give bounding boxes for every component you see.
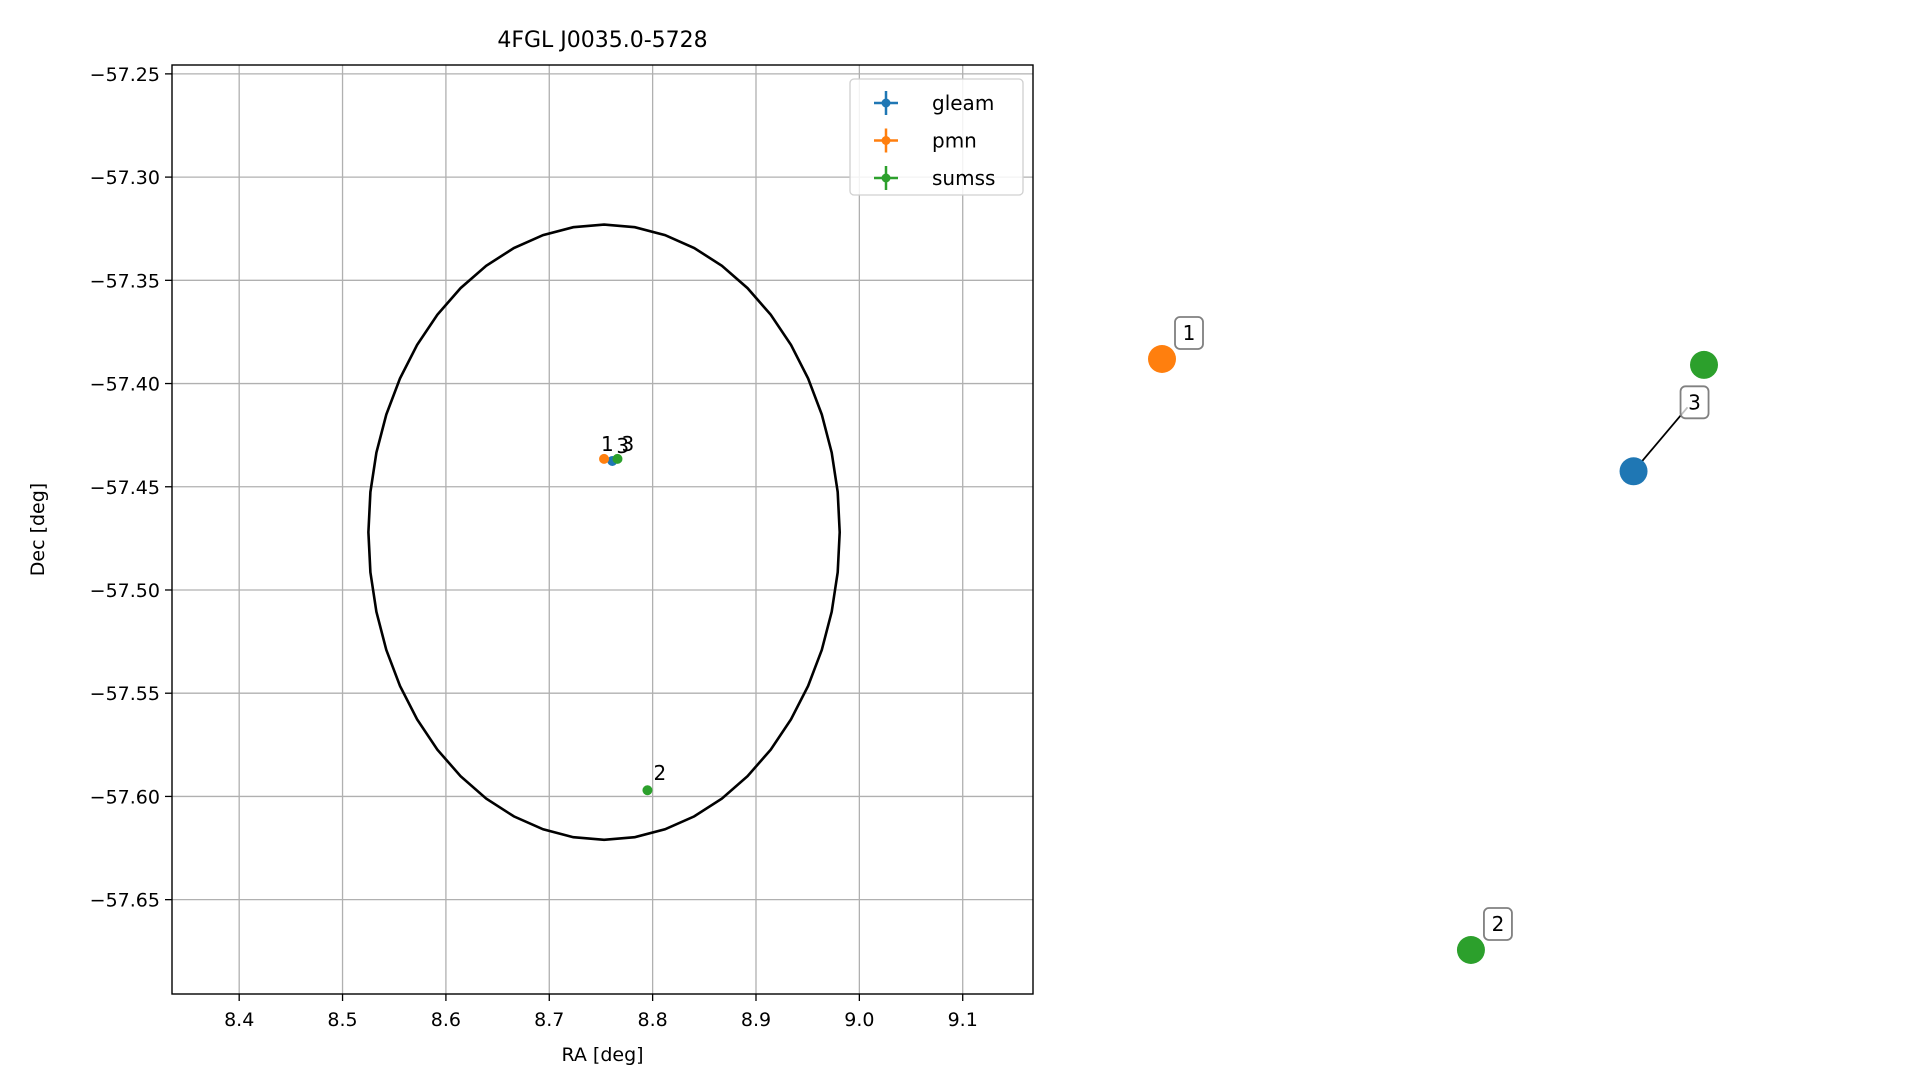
map-source-point <box>1690 350 1718 379</box>
point-label: 1 <box>601 432 614 456</box>
source-point-sumss <box>642 785 653 796</box>
map-label-text: 2 <box>1492 912 1505 936</box>
map-source-point <box>1619 457 1648 486</box>
point-label: 3 <box>621 432 634 456</box>
legend: gleam pmn sumss <box>849 78 1024 196</box>
source-map-panel: 1 2 3 <box>1148 316 1718 964</box>
source-point-pmn <box>599 453 610 464</box>
y-axis-label: Dec [deg] <box>27 483 49 576</box>
x-tick-label: 8.4 <box>224 1009 254 1031</box>
x-tick-label: 9.0 <box>844 1009 874 1031</box>
y-tick-label: −57.30 <box>90 167 160 189</box>
source-point-sumss <box>612 453 623 464</box>
x-tick-label: 8.9 <box>741 1009 771 1031</box>
legend-marker-dot <box>881 173 891 183</box>
y-tick-label: −57.65 <box>90 890 160 912</box>
chart-title: 4FGL J0035.0-5728 <box>497 28 707 53</box>
map-label-3: 3 <box>1679 385 1710 420</box>
sky-chart-panel: 4FGL J0035.0-5728 8.4 8.5 8.6 8.7 8.8 8.9 9.0 9… <box>27 28 1034 1066</box>
legend-entry-sumss: sumss <box>874 166 995 190</box>
legend-label: gleam <box>932 91 994 115</box>
map-label-text: 1 <box>1183 321 1196 345</box>
point-label: 3 <box>616 434 629 458</box>
x-tick-label: 8.7 <box>534 1009 564 1031</box>
map-label-box <box>1483 907 1513 941</box>
x-tick-label: 8.6 <box>431 1009 461 1031</box>
point-label: 2 <box>653 761 666 785</box>
map-label-box <box>1174 316 1204 350</box>
x-axis-label: RA [deg] <box>561 1044 643 1066</box>
y-tick-label: −57.25 <box>90 64 160 86</box>
axes-frame <box>171 64 1034 995</box>
legend-marker-dot <box>881 136 891 145</box>
x-tick-label: 8.8 <box>638 1009 668 1031</box>
legend-label: sumss <box>932 166 995 190</box>
grid-lines <box>172 65 1033 994</box>
map-label-2: 2 <box>1483 907 1513 941</box>
localization-ellipse <box>367 223 842 842</box>
y-tick-label: −57.55 <box>90 683 160 705</box>
y-tick-label: −57.40 <box>90 374 160 396</box>
legend-label: pmn <box>932 129 977 153</box>
map-source-point <box>1456 936 1485 964</box>
legend-box <box>849 78 1024 196</box>
map-label-1: 1 <box>1174 316 1204 350</box>
map-label-text: 3 <box>1688 390 1701 414</box>
x-tick-label: 9.1 <box>948 1009 978 1031</box>
x-tick-label: 8.5 <box>327 1009 357 1031</box>
legend-marker-dot <box>881 98 891 108</box>
y-axis-ticks: −57.25 −57.30 −57.35 −57.40 −57.45 −57.50 −57.… <box>90 64 172 912</box>
legend-entry-gleam: gleam <box>874 91 994 115</box>
y-tick-label: −57.45 <box>90 477 160 499</box>
map-label-box <box>1679 385 1710 420</box>
y-tick-label: −57.35 <box>90 270 160 292</box>
y-tick-label: −57.60 <box>90 786 160 808</box>
legend-entry-pmn: pmn <box>874 128 977 153</box>
y-tick-label: −57.50 <box>90 580 160 602</box>
x-axis-ticks: 8.4 8.5 8.6 8.7 8.8 8.9 9.0 9.1 <box>224 994 978 1031</box>
source-points: 31 3 2 <box>599 432 666 796</box>
map-source-point <box>1148 345 1176 373</box>
